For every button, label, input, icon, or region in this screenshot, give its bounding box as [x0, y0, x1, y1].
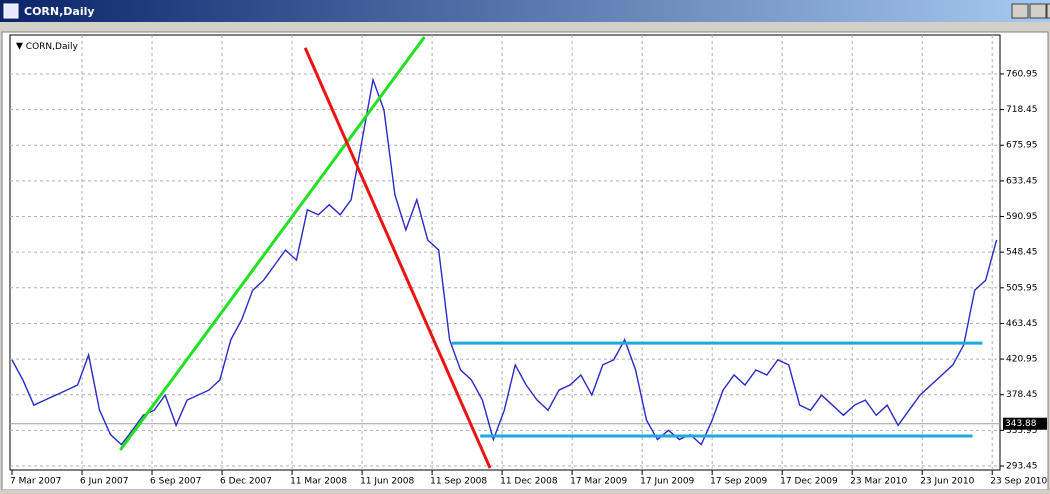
x-tick-label: 23 Mar 2010	[850, 477, 907, 487]
x-tick-label: 17 Dec 2009	[780, 477, 838, 487]
y-tick-label: 420.95	[1006, 355, 1038, 365]
trend-line	[303, 47, 492, 469]
y-tick-label: 633.45	[1006, 176, 1038, 186]
restore-button[interactable]	[1029, 3, 1047, 19]
title-bar	[0, 0, 1050, 22]
chart-title: CORN,Daily	[26, 42, 79, 52]
chart-label: ▼ CORN,Daily	[16, 42, 78, 52]
x-tick-label: 17 Mar 2009	[570, 477, 627, 487]
current-price-label: 343.88	[1005, 419, 1037, 429]
x-tick-label: 11 Dec 2008	[500, 477, 558, 487]
x-tick-label: 6 Sep 2007	[150, 477, 201, 487]
x-tick-label: 17 Jun 2009	[640, 477, 694, 487]
x-tick-label: 23 Jun 2010	[920, 477, 974, 487]
x-tick-label: 6 Jun 2007	[80, 477, 128, 487]
y-tick-label: 548.45	[1006, 248, 1038, 258]
x-tick-label: 11 Mar 2008	[290, 477, 347, 487]
window-icon	[3, 3, 19, 19]
x-tick-label: 11 Jun 2008	[360, 477, 414, 487]
y-tick-label: 293.45	[1006, 462, 1038, 472]
minimize-button[interactable]	[1011, 3, 1029, 19]
trend-line	[119, 36, 426, 451]
y-tick-label: 675.95	[1006, 141, 1038, 151]
price-line	[11, 77, 998, 446]
x-tick-label: 7 Mar 2007	[10, 477, 61, 487]
x-tick-label: 23 Sep 2010	[990, 477, 1047, 487]
y-tick-label: 590.95	[1006, 212, 1038, 222]
y-tick-label: 760.95	[1006, 69, 1038, 79]
close-button[interactable]	[1046, 3, 1050, 19]
x-tick-label: 6 Dec 2007	[220, 477, 272, 487]
y-tick-label: 463.45	[1006, 319, 1038, 329]
y-tick-label: 505.95	[1006, 283, 1038, 293]
x-tick-label: 17 Sep 2009	[710, 477, 767, 487]
window-title: CORN,Daily	[24, 5, 95, 18]
y-tick-label: 378.45	[1006, 390, 1038, 400]
chart-area	[1, 31, 1049, 491]
current-price-box	[1003, 417, 1047, 430]
x-tick-label: 11 Sep 2008	[430, 477, 487, 487]
y-tick-label: 718.45	[1006, 105, 1038, 115]
y-tick-label: 335.95	[1006, 426, 1038, 436]
